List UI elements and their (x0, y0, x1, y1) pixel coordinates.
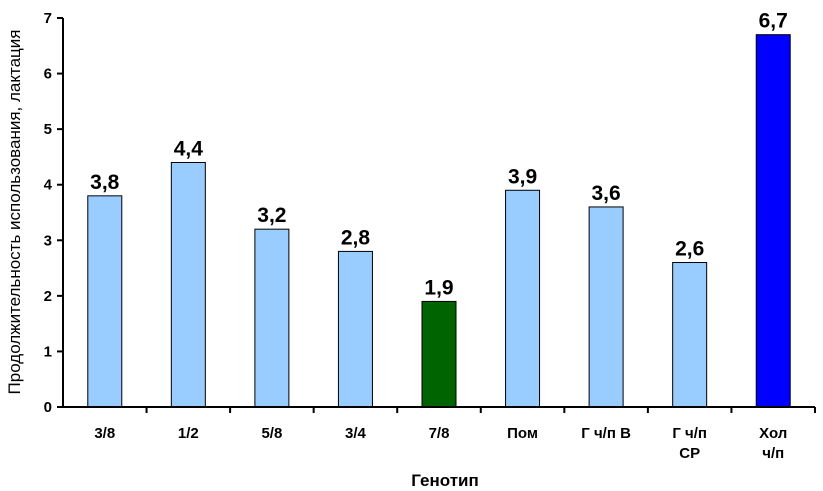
category-label: 7/8 (429, 425, 450, 442)
data-label: 3,2 (257, 204, 286, 227)
data-label: 3,8 (90, 171, 120, 194)
data-label: 4,4 (174, 137, 204, 160)
category-label: 3/4 (345, 425, 367, 442)
x-axis-title: Генотип (411, 471, 479, 490)
y-tick-label: 3 (44, 232, 52, 249)
data-label: 3,6 (592, 182, 621, 205)
bar (170, 161, 206, 408)
y-tick-label: 6 (44, 66, 52, 83)
y-axis-title: Продолжительность использования, лактаци… (5, 30, 24, 395)
y-tick-label: 4 (44, 177, 53, 194)
category-label: 3/8 (94, 425, 115, 442)
y-tick-label: 7 (44, 10, 52, 27)
data-label: 1,9 (424, 276, 453, 299)
bar (505, 189, 541, 408)
bar (254, 228, 290, 408)
bar (337, 250, 373, 408)
y-tick-label: 5 (44, 121, 52, 138)
bar (87, 195, 123, 408)
category-label: 1/2 (178, 425, 199, 442)
category-label: Г ч/п (672, 425, 707, 442)
category-label: Хол (759, 425, 787, 442)
data-label: 2,8 (341, 226, 371, 249)
y-tick-label: 1 (44, 343, 52, 360)
bar (588, 206, 624, 408)
category-label: ч/п (762, 445, 784, 462)
y-tick-label: 0 (44, 399, 52, 416)
category-labels: 3/8 1/2 5/8 3/4 7/8 Пом Г ч/п В Г ч/п СР Хол ч/п (94, 407, 816, 462)
bar (755, 34, 791, 408)
category-label: Г ч/п В (581, 425, 631, 442)
category-label: Пом (507, 425, 538, 442)
y-axis-ticks: 0 1 2 3 4 5 6 7 (44, 10, 63, 416)
bar (421, 300, 457, 408)
y-tick-label: 2 (44, 288, 52, 305)
data-label: 3,9 (508, 165, 537, 188)
data-label: 2,6 (675, 238, 704, 261)
data-label: 6,7 (759, 10, 788, 33)
data-labels: 3,8 4,4 3,2 2,8 1,9 3,9 3,6 2,6 6,7 (90, 10, 788, 300)
bars (87, 34, 791, 408)
category-label: 5/8 (261, 425, 282, 442)
bar (672, 262, 708, 408)
category-label: СР (679, 445, 700, 462)
